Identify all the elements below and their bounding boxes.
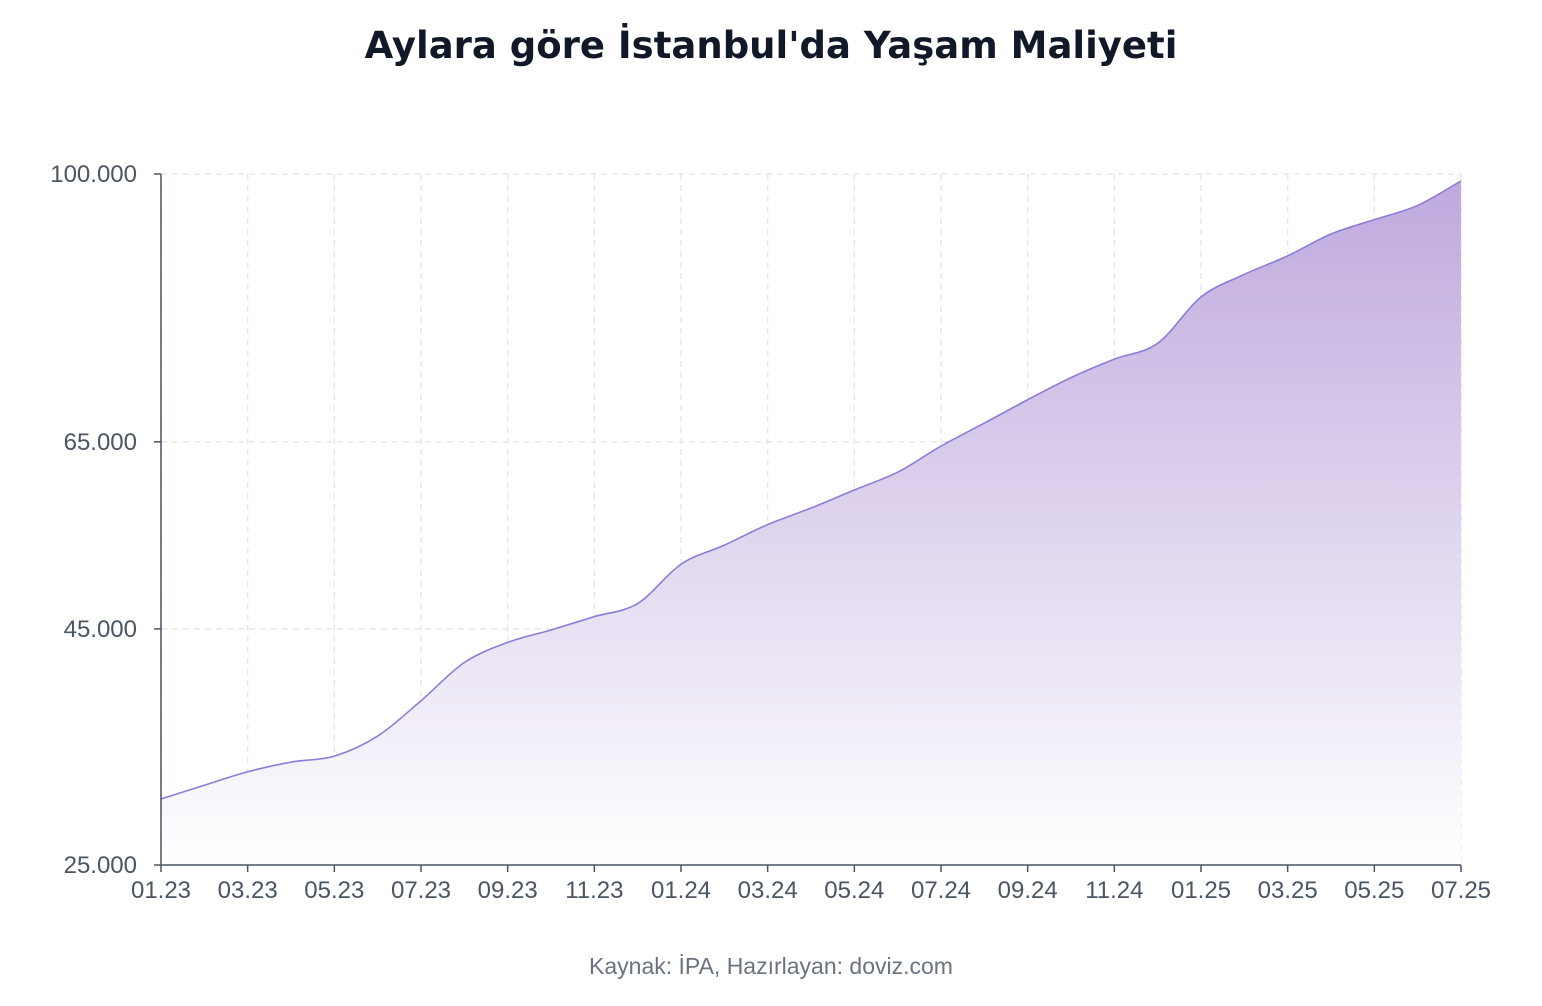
x-tick-label: 05.23	[304, 877, 364, 904]
x-tick-label: 05.25	[1344, 877, 1404, 904]
x-tick-label: 03.25	[1258, 877, 1318, 904]
source-note: Kaynak: İPA, Hazırlayan: doviz.com	[589, 953, 953, 979]
y-tick-label: 65.000	[64, 429, 137, 456]
x-tick-label: 11.23	[565, 877, 623, 904]
x-tick-label: 01.24	[651, 877, 711, 904]
tick-labels: 01.23 03.23 05.23 07.23 09.23 11.23 01.24 03.24…	[50, 161, 1491, 904]
x-tick-label: 09.23	[478, 877, 538, 904]
x-tick-label: 03.23	[218, 877, 278, 904]
axes	[154, 173, 1462, 872]
series-line	[160, 180, 1462, 800]
chart-title: Aylara göre İstanbul'da Yaşam Maliyeti	[364, 24, 1178, 67]
y-tick-label: 25.000	[64, 852, 137, 879]
x-tick-label: 01.25	[1171, 877, 1231, 904]
x-tick-label: 07.25	[1431, 877, 1491, 904]
y-tick-label: 100.000	[50, 161, 137, 188]
x-tick-label: 03.24	[738, 877, 798, 904]
x-tick-label: 11.24	[1085, 877, 1143, 904]
x-tick-label: 01.23	[131, 877, 191, 904]
x-tick-label: 07.23	[391, 877, 451, 904]
area-fill	[161, 180, 1461, 865]
x-tick-label: 05.24	[824, 877, 884, 904]
area-layer	[160, 180, 1462, 865]
y-tick-label: 45.000	[64, 616, 137, 643]
x-tick-label: 07.24	[911, 877, 971, 904]
x-tick-label: 09.24	[998, 877, 1058, 904]
